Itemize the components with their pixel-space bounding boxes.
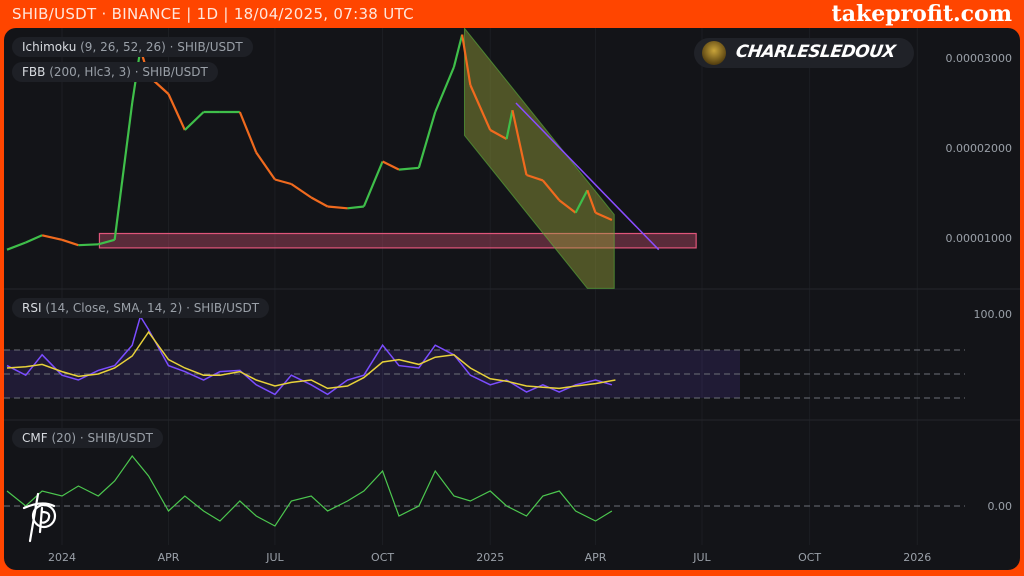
legend-params: (14, Close, SMA, 14, 2) · SHIB/USDT (45, 301, 260, 315)
legend-params: (20) · SHIB/USDT (51, 431, 153, 445)
price-segment (290, 183, 312, 199)
price-segment (61, 238, 79, 247)
price-segment (511, 109, 528, 176)
watermark-logo-icon (22, 492, 57, 543)
price-segment (113, 102, 134, 240)
price-segment (274, 178, 292, 186)
price-segment (452, 34, 464, 68)
author-name: CHARLESLEDOUX (734, 42, 897, 62)
price-segment (347, 205, 364, 210)
price-segment (327, 205, 348, 210)
price-segment (382, 160, 400, 171)
legend-params: (200, Hlc3, 3) · SHIB/USDT (49, 65, 208, 79)
y-tick-label: 0.00001000 (946, 232, 1012, 245)
x-tick-label: 2026 (903, 551, 931, 564)
price-segment (310, 196, 329, 208)
price-segment (434, 66, 455, 113)
price-segment (574, 189, 589, 214)
chart-panel[interactable]: 0.00003000 0.00002000 0.00001000 100.00 0.00… (4, 28, 1020, 570)
x-tick-label: 2024 (48, 551, 76, 564)
y-tick-label: 0.00002000 (946, 142, 1012, 155)
chart-title: SHIB/USDT · BINANCE | 1D | 18/04/2025, 0… (12, 5, 414, 23)
x-tick-label: OCT (798, 551, 821, 564)
x-tick-label: APR (158, 551, 180, 564)
trendline (515, 102, 660, 251)
price-segment (6, 241, 27, 251)
cmf-line (6, 455, 613, 527)
legend-name: CMF (22, 431, 48, 445)
avatar-icon (702, 41, 726, 65)
price-segment (558, 199, 577, 214)
x-tick-label: OCT (371, 551, 394, 564)
x-tick-label: 2025 (476, 551, 504, 564)
price-segment (595, 211, 613, 222)
price-segment (184, 111, 205, 131)
x-tick-label: APR (585, 551, 607, 564)
legend-fbb[interactable]: FBB (200, Hlc3, 3) · SHIB/USDT (12, 62, 218, 82)
price-segment (255, 151, 276, 181)
price-segment (238, 111, 258, 153)
price-segment (526, 173, 544, 182)
price-segment (505, 109, 514, 140)
price-segment (417, 111, 437, 169)
y-tick-label: 0.00003000 (946, 52, 1012, 65)
price-segment (586, 189, 597, 214)
price-segment (362, 161, 384, 207)
price-segment (489, 129, 508, 140)
price-segment (167, 93, 186, 131)
support-zone (98, 232, 697, 249)
legend-params: (9, 26, 52, 26) · SHIB/USDT (80, 40, 243, 54)
x-tick-label: JUL (265, 551, 284, 564)
price-segment (41, 234, 63, 241)
rsi-ma-line (6, 330, 616, 390)
rsi-tick-label: 100.00 (974, 308, 1013, 321)
descending-channel (463, 28, 615, 289)
legend-cmf[interactable]: CMF (20) · SHIB/USDT (12, 428, 163, 448)
legend-name: Ichimoku (22, 40, 77, 54)
price-segment (542, 179, 561, 201)
author-badge: CHARLESLEDOUX (694, 38, 914, 68)
top-bar: SHIB/USDT · BINANCE | 1D | 18/04/2025, 0… (0, 0, 1024, 28)
price-segment (469, 84, 492, 131)
legend-name: RSI (22, 301, 42, 315)
price-segment (398, 166, 419, 171)
cmf-tick-label: 0.00 (988, 500, 1013, 513)
price-segment (25, 234, 43, 244)
price-segment (97, 238, 115, 246)
legend-rsi[interactable]: RSI (14, Close, SMA, 14, 2) · SHIB/USDT (12, 298, 270, 318)
price-segment (78, 243, 99, 247)
chart-canvas[interactable]: 0.00003000 0.00002000 0.00001000 100.00 0.00… (4, 28, 1020, 570)
price-segment (461, 34, 472, 86)
x-tick-label: JUL (692, 551, 711, 564)
brand-logo: takeprofit.com (831, 1, 1012, 27)
legend-name: FBB (22, 65, 46, 79)
legend-ichimoku[interactable]: Ichimoku (9, 26, 52, 26) · SHIB/USDT (12, 37, 253, 57)
